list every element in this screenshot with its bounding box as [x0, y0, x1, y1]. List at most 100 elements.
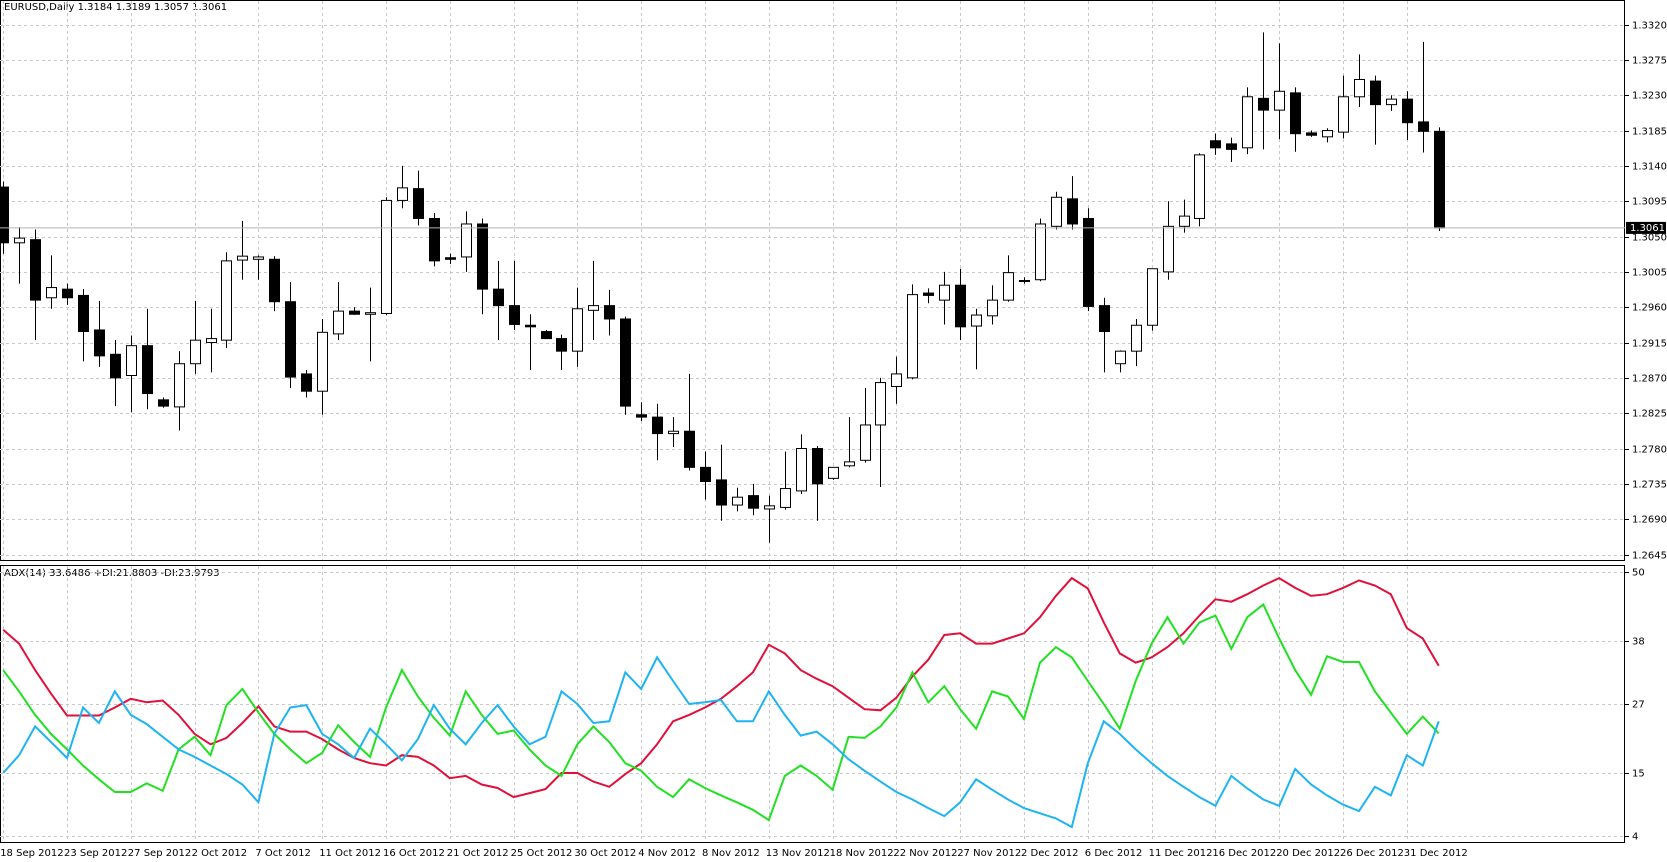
candle-body	[285, 301, 296, 378]
candle-body	[349, 310, 360, 315]
y-tick-label: 1.2960	[1632, 303, 1667, 314]
candle-body	[636, 414, 647, 418]
candle-body	[365, 312, 376, 315]
candle-body	[1115, 350, 1126, 365]
y-tick-label: 1.3185	[1632, 127, 1667, 138]
candle-body	[14, 237, 25, 244]
y-tick-label: 4	[1632, 832, 1638, 843]
indicator-line	[2, 576, 1440, 799]
candle-body	[1370, 80, 1381, 106]
candle-body	[572, 308, 583, 352]
candle-body	[875, 382, 886, 426]
candle-body	[525, 324, 536, 328]
x-tick-label: 4 Nov 2012	[638, 848, 696, 859]
x-tick-label: 6 Dec 2012	[1085, 848, 1143, 859]
x-tick-label: 30 Oct 2012	[574, 848, 636, 859]
y-tick-label: 1.3050	[1632, 233, 1667, 244]
candle-body	[604, 305, 615, 320]
current-price-box	[1626, 221, 1666, 234]
x-tick-label: 11 Oct 2012	[319, 848, 381, 859]
x-tick-label: 27 Nov 2012	[957, 848, 1021, 859]
candle-body	[907, 294, 918, 379]
y-tick-label: 1.2735	[1632, 480, 1667, 491]
candle-body	[1306, 132, 1317, 136]
x-tick-label: 22 Nov 2012	[893, 848, 957, 859]
candle-body	[493, 288, 504, 307]
candle-body	[764, 505, 775, 510]
candle-body	[1434, 130, 1445, 229]
indicator-line	[2, 655, 1440, 829]
candle-body	[110, 353, 121, 379]
candle-body	[812, 448, 823, 485]
candle-body	[429, 217, 440, 262]
candle-body	[174, 363, 185, 408]
candle-body	[1083, 217, 1094, 307]
candle-body	[987, 299, 998, 317]
y-tick-label: 1.3320	[1632, 21, 1667, 32]
y-tick-label: 38	[1632, 637, 1645, 648]
candle-body	[317, 331, 328, 392]
x-tick-label: 13 Nov 2012	[766, 848, 830, 859]
candle-body	[1242, 96, 1253, 149]
x-tick-label: 16 Dec 2012	[1212, 848, 1276, 859]
candle-body	[556, 338, 567, 352]
candle-body	[62, 288, 73, 299]
candle-body	[413, 188, 424, 219]
price-panel-frame	[0, 0, 1625, 561]
x-tick-label: 16 Oct 2012	[383, 848, 445, 859]
candle-body	[955, 284, 966, 328]
y-tick-label: 1.3095	[1632, 197, 1667, 208]
candle-body	[1067, 198, 1078, 225]
candle-body	[206, 338, 217, 344]
candle-body	[1386, 98, 1397, 106]
candle-body	[748, 495, 759, 509]
candle-body	[732, 496, 743, 506]
candle-body	[1035, 223, 1046, 281]
candle-body	[509, 305, 520, 325]
candle-body	[237, 255, 248, 261]
candle-body	[397, 187, 408, 201]
chart-title: EURUSD,Daily 1.3184 1.3189 1.3057 1.3061	[4, 2, 227, 13]
candle-body	[828, 466, 839, 479]
candle-body	[700, 466, 711, 482]
candle-body	[253, 256, 264, 260]
x-tick-label: 23 Sep 2012	[64, 848, 127, 859]
candle-body	[190, 339, 201, 365]
x-tick-label: 18 Sep 2012	[0, 848, 63, 859]
candle-body	[891, 373, 902, 387]
candle-body	[126, 345, 137, 376]
y-tick-label: 1.3275	[1632, 56, 1667, 67]
x-tick-label: 2 Oct 2012	[192, 848, 247, 859]
candle-body	[652, 416, 663, 435]
candle-body	[1210, 140, 1221, 149]
candle-body	[1274, 90, 1285, 111]
y-tick-label: 1.2690	[1632, 515, 1667, 526]
candle-body	[541, 331, 552, 340]
candle-body	[0, 186, 9, 244]
candle-body	[1354, 79, 1365, 98]
candle-body	[30, 239, 41, 301]
candle-body	[971, 314, 982, 327]
x-tick-label: 7 Oct 2012	[255, 848, 310, 859]
candle-body	[221, 260, 232, 341]
candle-body	[301, 373, 312, 392]
candle-body	[620, 318, 631, 407]
candle-body	[46, 287, 57, 299]
x-tick-label: 25 Oct 2012	[511, 848, 573, 859]
y-tick-label: 1.2915	[1632, 339, 1667, 350]
candle-body	[923, 292, 934, 296]
candle-body	[1258, 97, 1269, 111]
x-tick-label: 20 Dec 2012	[1276, 848, 1340, 859]
y-tick-label: 1.3140	[1632, 162, 1667, 173]
candle-body	[1179, 215, 1190, 227]
candle-body	[477, 223, 488, 290]
candle-body	[1226, 143, 1237, 150]
candle-body	[142, 345, 153, 395]
candle-body	[684, 430, 695, 468]
current-price-label: 1.3061	[1630, 223, 1665, 234]
y-tick-label: 27	[1632, 700, 1645, 711]
y-tick-label: 50	[1632, 568, 1645, 579]
candle-body	[939, 284, 950, 301]
y-tick-label: 1.2780	[1632, 445, 1667, 456]
